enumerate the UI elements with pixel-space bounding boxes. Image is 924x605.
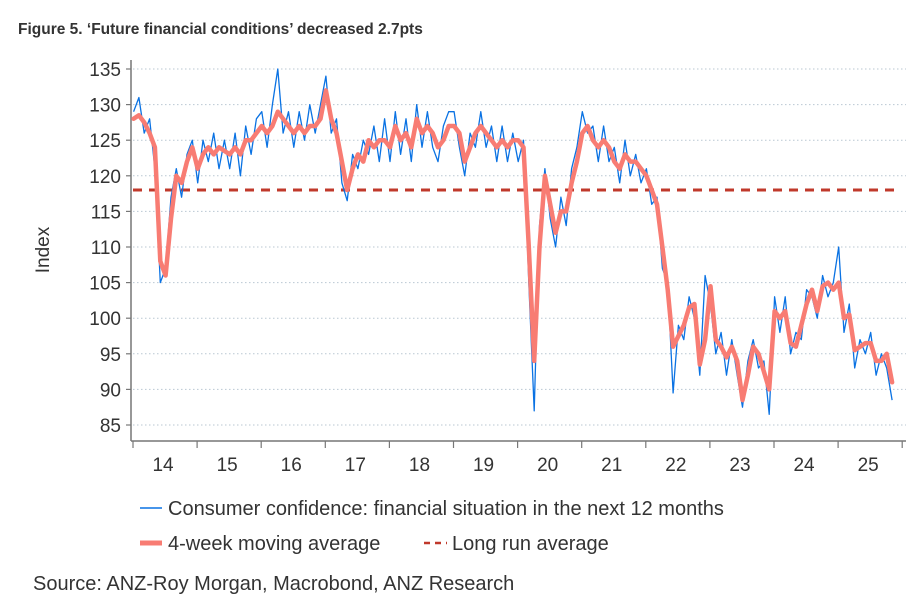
x-tick-label: 20 — [537, 455, 558, 476]
y-tick-label: 105 — [89, 274, 121, 295]
x-tick-label: 18 — [409, 455, 430, 476]
legend-label-moving-average: 4-week moving average — [168, 533, 380, 555]
y-tick-label: 90 — [100, 380, 121, 401]
x-tick-label: 14 — [152, 455, 174, 476]
y-tick-label: 110 — [91, 238, 121, 259]
legend: Consumer confidence: financial situation… — [140, 498, 724, 555]
x-tick-label: 25 — [858, 455, 879, 476]
series-line-consumer-confidence — [132, 68, 893, 415]
x-tick-label: 21 — [601, 455, 622, 476]
gridlines — [133, 68, 906, 426]
y-tick-label: 130 — [89, 96, 121, 117]
y-tick-label: 95 — [100, 345, 121, 366]
x-tick-label: 24 — [793, 455, 815, 476]
x-tick-label: 23 — [729, 455, 750, 476]
series-line-moving-average — [131, 88, 895, 403]
y-tick-label: 120 — [89, 167, 121, 188]
x-axis-ticks: 14 15 16 17 18 19 20 21 22 23 24 25 — [132, 441, 903, 476]
y-tick-label: 135 — [89, 60, 121, 81]
y-tick-label: 125 — [89, 131, 121, 152]
x-tick-label: 19 — [473, 455, 494, 476]
y-tick-label: 85 — [100, 416, 121, 437]
chart-title: Figure 5. ‘Future financial conditions’ … — [18, 21, 423, 38]
legend-label-consumer-confidence: Consumer confidence: financial situation… — [168, 498, 724, 520]
x-tick-label: 16 — [281, 455, 302, 476]
y-axis-label: Index — [33, 226, 54, 273]
source-note: Source: ANZ-Roy Morgan, Macrobond, ANZ R… — [33, 573, 514, 595]
y-axis-ticks: 85 90 95 100 105 110 115 120 125 130 135 — [89, 60, 131, 437]
y-tick-label: 115 — [91, 202, 121, 223]
x-tick-label: 15 — [217, 455, 238, 476]
x-tick-label: 17 — [345, 455, 366, 476]
y-tick-label: 100 — [89, 309, 121, 330]
legend-label-long-run-average: Long run average — [452, 533, 609, 555]
x-tick-label: 22 — [665, 455, 686, 476]
